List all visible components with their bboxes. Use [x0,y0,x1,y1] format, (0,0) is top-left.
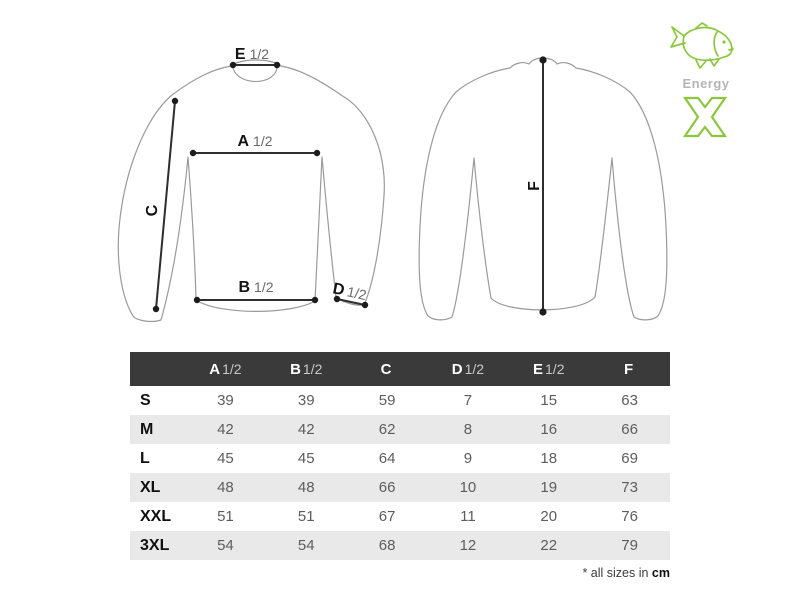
cell-value: 9 [463,450,473,467]
measure-line-D [336,298,366,306]
cell-value: 76 [621,508,638,525]
brand-logo: Energy [660,18,752,138]
cell-value: 12 [459,537,477,554]
cell-value: 54 [297,537,315,554]
size-label: M [140,420,154,438]
dot-icon [333,295,341,303]
dot-icon [539,56,547,64]
cell-value: 10 [459,479,477,496]
cell-value: 19 [540,479,558,496]
cell-value: 16 [540,421,558,438]
cell-value: 48 [297,479,315,496]
dot-icon [539,308,547,316]
table-header-row: A 1/2 B 1/2 C D 1/2 E 1/2 F [130,352,670,386]
cell-value: 20 [540,508,558,525]
cell-value: 8 [463,421,473,438]
label-F: F [526,181,543,191]
label-B-half: B 1/2 [238,279,273,296]
cell-value: 67 [378,508,396,525]
cell-value: 42 [297,421,315,438]
cell-value: 63 [621,392,638,409]
dot-icon [313,149,321,157]
size-label: XXL [140,507,172,525]
shirt-front-outline [117,59,385,322]
cell-value: 54 [217,537,234,554]
cell-value: 66 [378,479,396,496]
cell-value: 22 [540,537,558,554]
cell-value: 7 [463,392,473,409]
cell-value: 59 [378,392,396,409]
table-row-3XL: 3XL 54 54 68 12 22 79 [130,531,670,560]
brand-name: Energy [682,76,730,91]
table-row-M: M 42 42 62 8 16 66 [130,415,670,444]
carp-fish-icon [670,22,734,69]
measurement-diagram: E 1/2 A 1/2 B 1/2 C D1/2 F [117,46,668,322]
dot-icon [193,296,201,304]
dot-icon [273,61,281,69]
table-header-E: E 1/2 [533,360,565,378]
size-label: 3XL [140,536,170,554]
table-row-S: S 39 39 59 7 15 63 [130,386,670,415]
cell-value: 45 [297,450,315,467]
cell-value: 66 [621,421,638,438]
table-row-XXL: XXL 51 51 67 11 20 76 [130,502,670,531]
measure-line-C [155,100,176,310]
logo-graphics [670,22,734,138]
label-D-half: D1/2 [331,280,368,304]
cell-value: 15 [540,392,558,409]
cell-value: 39 [297,392,315,409]
size-label: XL [140,478,161,496]
label-C: C [143,203,161,217]
table-header-A: A 1/2 [209,360,242,378]
size-table: A 1/2 B 1/2 C D 1/2 E 1/2 F S 39 39 59 7 15 … [130,352,670,560]
cell-value: 42 [217,421,234,438]
cell-value: 11 [460,508,476,525]
table-row-L: L 45 45 64 9 18 69 [130,444,670,473]
cell-value: 48 [217,479,234,496]
label-A-half: A 1/2 [237,133,272,150]
cell-value: 39 [217,392,234,409]
dot-icon [361,301,369,309]
footnote-text: * all sizes in [582,566,652,580]
dot-icon [171,97,179,105]
cell-value: 45 [217,450,234,467]
table-header-C: C [380,360,392,378]
cell-value: 64 [378,450,396,467]
shirt-front-collar [232,67,278,82]
cell-value: 68 [378,537,396,554]
cell-value: 51 [297,508,315,525]
footnote-unit: cm [651,566,670,580]
dot-icon [311,296,319,304]
shirt-front-silhouette [117,59,385,322]
table-header-D: D 1/2 [451,360,485,378]
dot-icon [229,61,237,69]
size-label: S [140,391,151,409]
cell-value: 51 [217,508,234,525]
cell-value: 73 [621,479,638,496]
label-E-half: E 1/2 [235,46,269,63]
size-label: L [140,449,150,467]
x-mark-icon [682,96,728,138]
cell-value: 69 [621,450,638,467]
dot-icon [189,149,197,157]
dot-icon [152,305,160,313]
units-footnote: * all sizes in cm [130,566,670,580]
measurement-labels: E 1/2 A 1/2 B 1/2 C D1/2 F [143,46,543,304]
table-header-F: F [623,360,634,378]
table-row-XL: XL 48 48 66 10 19 73 [130,473,670,502]
cell-value: 18 [540,450,558,467]
measurement-lines [152,56,547,316]
cell-value: 79 [621,537,638,554]
table-header-B: B 1/2 [290,360,323,378]
cell-value: 62 [378,421,396,438]
